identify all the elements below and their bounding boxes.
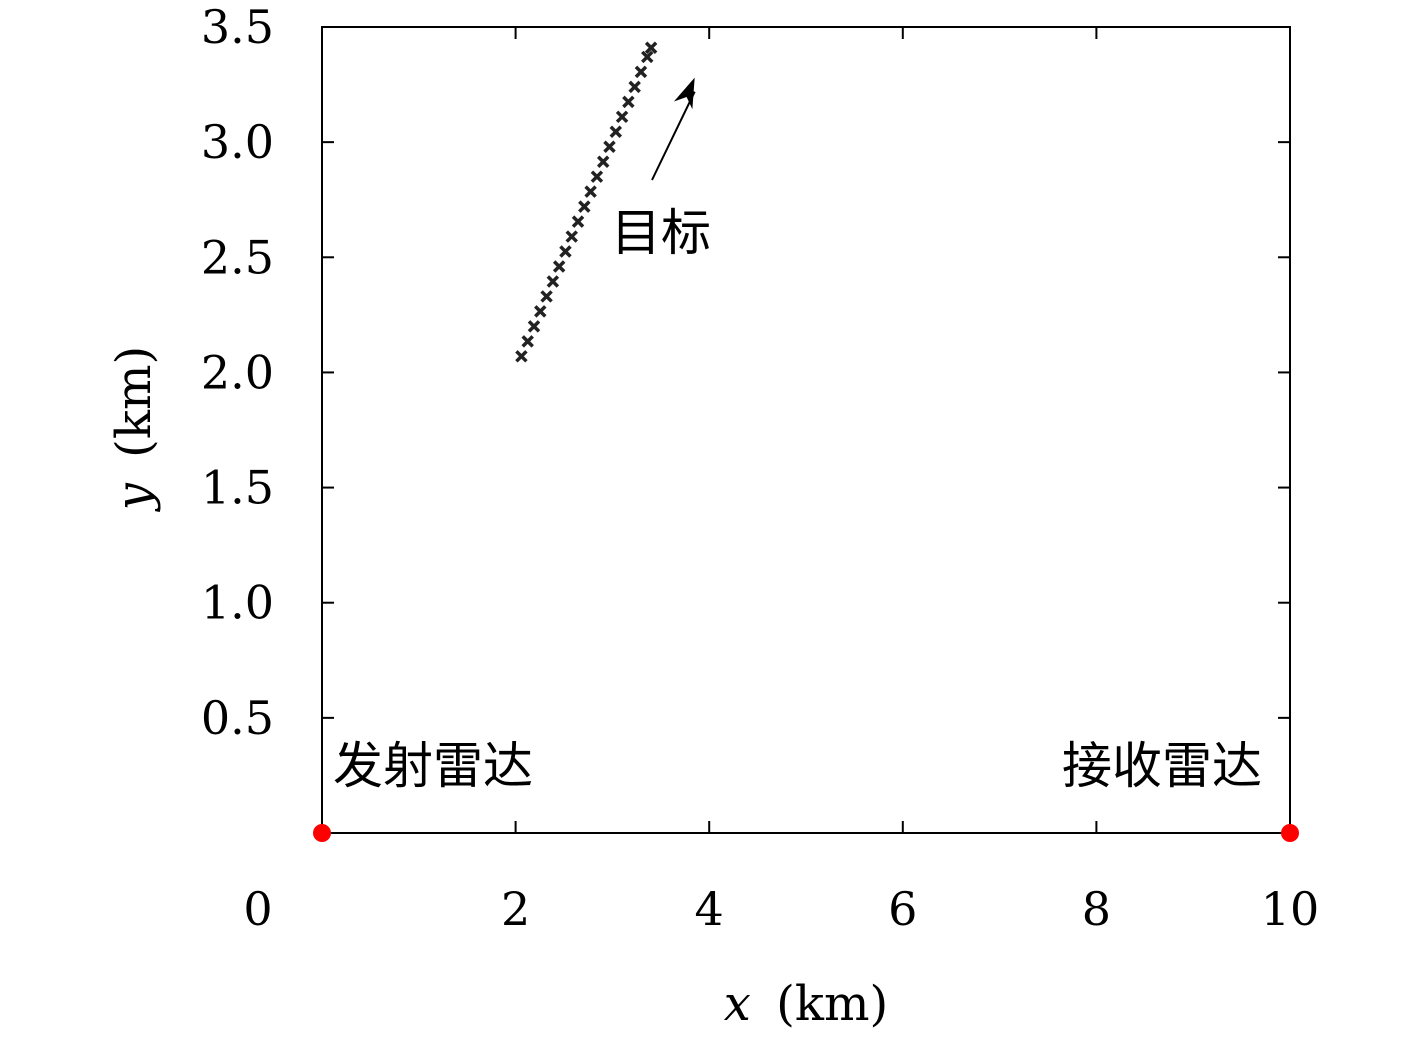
- y-axis-unit: (km): [106, 346, 162, 458]
- target-label: 目标: [611, 204, 711, 262]
- target-marker: [609, 125, 623, 139]
- y-tick-label: 3.5: [201, 0, 274, 54]
- annotation-arrow-line: [651, 91, 696, 181]
- target-marker: [584, 185, 597, 198]
- ticks: [321, 26, 1291, 833]
- target-marker: [644, 41, 658, 54]
- target-marker: [628, 80, 641, 94]
- tick-labels: 0 2 4 6 8 10 0.5 1.0 1.5 2.0 2.5 3.0 3.5: [201, 0, 1319, 936]
- target-marker: [521, 335, 534, 348]
- x-tick-label: 6: [888, 882, 917, 936]
- y-tick-label: 0.5: [201, 691, 274, 745]
- y-tick-label: 2.5: [201, 230, 274, 284]
- target-marker: [596, 155, 610, 168]
- target-marker: [565, 230, 578, 243]
- y-tick-label: 1.5: [201, 461, 274, 515]
- x-tick-label: 10: [1261, 882, 1320, 936]
- target-marker: [615, 110, 629, 124]
- y-tick-label: 2.0: [201, 345, 274, 399]
- target-marker: [559, 245, 572, 258]
- target-marker: [527, 320, 541, 333]
- target-marker: [578, 200, 591, 213]
- target-marker: [534, 305, 547, 318]
- y-tick-label: 1.0: [201, 576, 274, 630]
- plot-frame: [321, 26, 1291, 834]
- x-tick-label: 4: [695, 882, 724, 936]
- x-tick-label: 2: [501, 882, 530, 936]
- x-axis-var: x: [724, 976, 751, 1032]
- target-marker: [641, 50, 654, 64]
- target-marker: [603, 140, 616, 153]
- radar-label: 发射雷达: [333, 737, 533, 795]
- annotations: 目标: [611, 77, 711, 262]
- radar-point: [1281, 824, 1299, 842]
- target-marker: [515, 350, 528, 363]
- target-marker: [634, 65, 648, 79]
- y-tick-label: 3.0: [201, 115, 274, 169]
- y-axis-var: y: [106, 482, 162, 512]
- target-track: [515, 41, 658, 363]
- x-tick-label: 0: [243, 882, 272, 936]
- target-marker: [590, 170, 604, 183]
- x-tick-label: 8: [1082, 882, 1111, 936]
- target-marker: [571, 215, 585, 228]
- x-axis-label: x (km): [724, 976, 888, 1032]
- target-marker: [622, 95, 635, 109]
- target-marker: [552, 260, 566, 273]
- radar-label: 接收雷达: [1062, 737, 1262, 795]
- x-axis-unit: (km): [776, 976, 888, 1032]
- target-marker: [540, 290, 553, 303]
- radars: 发射雷达 接收雷达: [313, 737, 1299, 842]
- radar-point: [313, 824, 331, 842]
- annotation-arrowhead: [673, 77, 695, 110]
- y-axis-label: y (km): [106, 346, 162, 512]
- target-marker: [546, 275, 560, 288]
